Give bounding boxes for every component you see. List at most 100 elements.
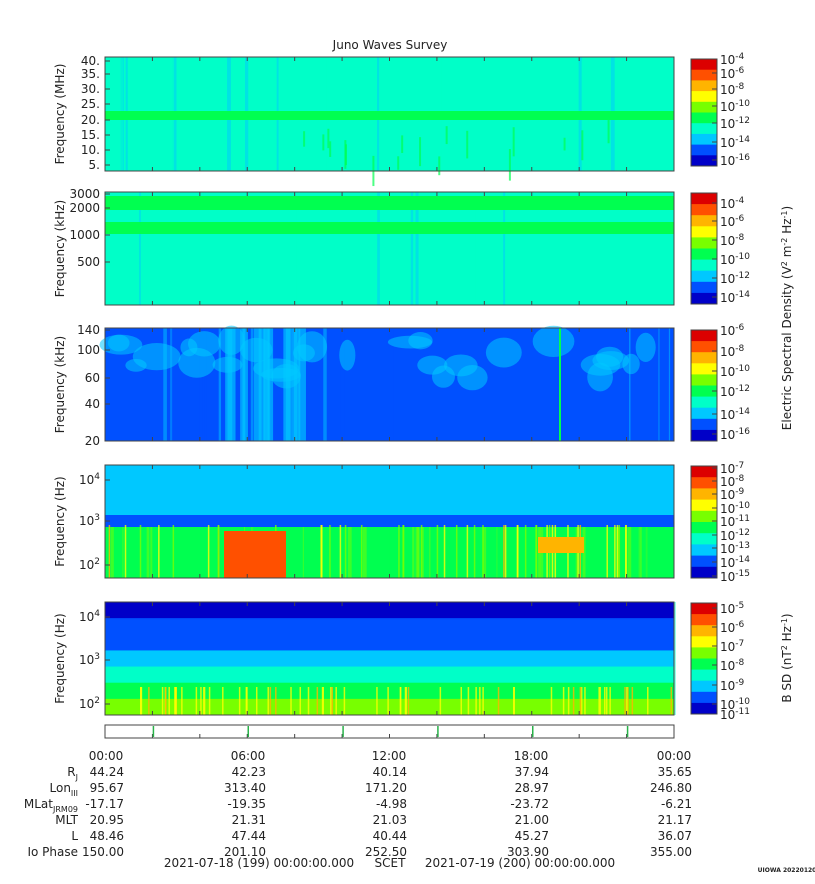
emission-line <box>148 687 150 715</box>
emission-line <box>572 687 575 715</box>
spectrogram-stripe <box>364 192 367 305</box>
spectrogram-stripe <box>132 328 135 441</box>
spectrogram-stripe <box>522 192 527 305</box>
emission-line <box>503 525 505 578</box>
emission-line <box>217 525 220 578</box>
spectrogram-stripe <box>340 328 345 441</box>
spectrogram-stripe <box>514 192 519 305</box>
spectrogram-stripe <box>359 192 361 305</box>
spectrogram-stripe <box>329 328 331 441</box>
emission-line <box>139 525 142 578</box>
emission-line <box>344 525 347 578</box>
spectrogram-stripe <box>629 328 633 441</box>
spectrogram-stripe <box>384 192 388 305</box>
emission-patch <box>188 331 221 357</box>
colorbar-tick-label: 10-7 <box>720 639 744 654</box>
emission-line <box>299 687 302 715</box>
spectrogram-stripe <box>475 192 477 305</box>
emission-burst <box>344 140 347 169</box>
spectrogram-stripe <box>242 192 246 305</box>
colorbar-tick-label: 10-16 <box>720 427 750 442</box>
y-axis-label: Frequency (kHz) <box>53 336 67 433</box>
ephemeris-time: 12:00 <box>372 749 407 763</box>
colorbar-segment <box>691 59 717 71</box>
emission-streak <box>253 328 262 441</box>
emission-line <box>207 525 210 578</box>
ephemeris-table: 00:00 06:00 12:00 18:00 00:00 RJ 44.24 42.23 40.… <box>24 749 692 859</box>
spectrogram-stripe <box>498 192 501 305</box>
spectrogram-stripe <box>315 192 317 305</box>
ephemeris-row: LonIII 95.67 313.40 171.20 28.97 246.80 <box>50 781 693 798</box>
spectrogram-stripe <box>624 328 627 441</box>
ephemeris-value: 36.07 <box>658 829 692 843</box>
emission-line <box>420 525 423 578</box>
emission-patch <box>240 337 273 363</box>
intensity-band <box>105 682 674 700</box>
y-tick-label: 103 <box>79 652 100 667</box>
emission-line <box>275 687 277 715</box>
emission-line <box>455 525 458 578</box>
spectrogram-stripe <box>399 192 402 305</box>
colorbar-segment <box>691 248 717 261</box>
emission-line <box>158 525 160 578</box>
intensity-band <box>105 618 674 635</box>
intensity-band <box>105 634 674 651</box>
colorbar-tick-label: 10-11 <box>720 707 750 722</box>
emission-line <box>466 525 469 578</box>
y-axis-label: Frequency (Hz) <box>53 613 67 704</box>
colorbar-segment <box>691 636 717 648</box>
colorbar-tick-label: 10-12 <box>720 271 750 286</box>
ephemeris-value: -23.72 <box>510 797 549 811</box>
colorbar-segment <box>691 281 717 294</box>
emission-line <box>467 687 470 715</box>
y-tick-label: 20 <box>85 434 100 448</box>
spectrogram-stripe <box>248 328 252 441</box>
spectrogram-stripe <box>434 328 436 441</box>
emission-line <box>550 687 553 715</box>
ephemeris-value: 21.31 <box>232 813 266 827</box>
colorbar-segment <box>691 259 717 272</box>
emission-line <box>567 687 570 715</box>
emission-streak <box>258 328 265 441</box>
ephemeris-time: 00:00 <box>89 749 124 763</box>
emission-line <box>172 525 175 578</box>
y-axis-label: Frequency (Hz) <box>53 476 67 567</box>
colorbar-segment <box>691 510 717 523</box>
emission-line <box>616 525 619 578</box>
spectrogram-stripe <box>488 192 491 305</box>
spectrogram-stripe <box>173 328 176 441</box>
colorbar-tick-label: 10-4 <box>720 52 745 67</box>
colorbar-tick-label: 10-10 <box>720 364 750 379</box>
spectrogram-stripe <box>197 328 201 441</box>
spectrogram-stripe <box>445 192 447 305</box>
ephemeris-value: -17.17 <box>85 797 124 811</box>
ephemeris-value: 171.20 <box>365 781 407 795</box>
emission-burst <box>322 134 325 151</box>
emission-streak <box>264 328 271 441</box>
intensity-band <box>105 666 674 684</box>
spectrogram-stripe <box>591 192 595 305</box>
colorbar-tick-label: 10-6 <box>720 214 745 229</box>
emission-line <box>584 687 586 715</box>
emission-line <box>108 525 111 578</box>
colorbar-segment <box>691 544 717 557</box>
emission-line <box>479 687 481 715</box>
emission-line <box>402 525 404 578</box>
colorbar-tick-label: 10-10 <box>720 99 750 114</box>
emission-streak <box>240 328 246 441</box>
colorbar-frame <box>690 329 718 442</box>
ephemeris-row: Io Phase 150.00 201.10 252.50 303.90 355.00 <box>27 845 692 859</box>
emission-patch <box>292 344 315 362</box>
intensity-band <box>105 602 674 619</box>
spectrogram-stripe <box>218 328 222 441</box>
spectrogram-stripe <box>208 192 212 305</box>
colorbar-tick-label: 10-14 <box>720 135 750 150</box>
y-tick-label: 100 <box>77 343 100 357</box>
footer-scet-label: SCET <box>375 856 407 870</box>
ephemeris-value: 21.03 <box>373 813 407 827</box>
colorbar-segment <box>691 204 717 216</box>
emission-line <box>598 687 600 715</box>
colorbar-segment <box>691 396 717 409</box>
ephemeris-row: RJ 44.24 42.23 40.14 37.94 35.65 <box>67 765 692 782</box>
